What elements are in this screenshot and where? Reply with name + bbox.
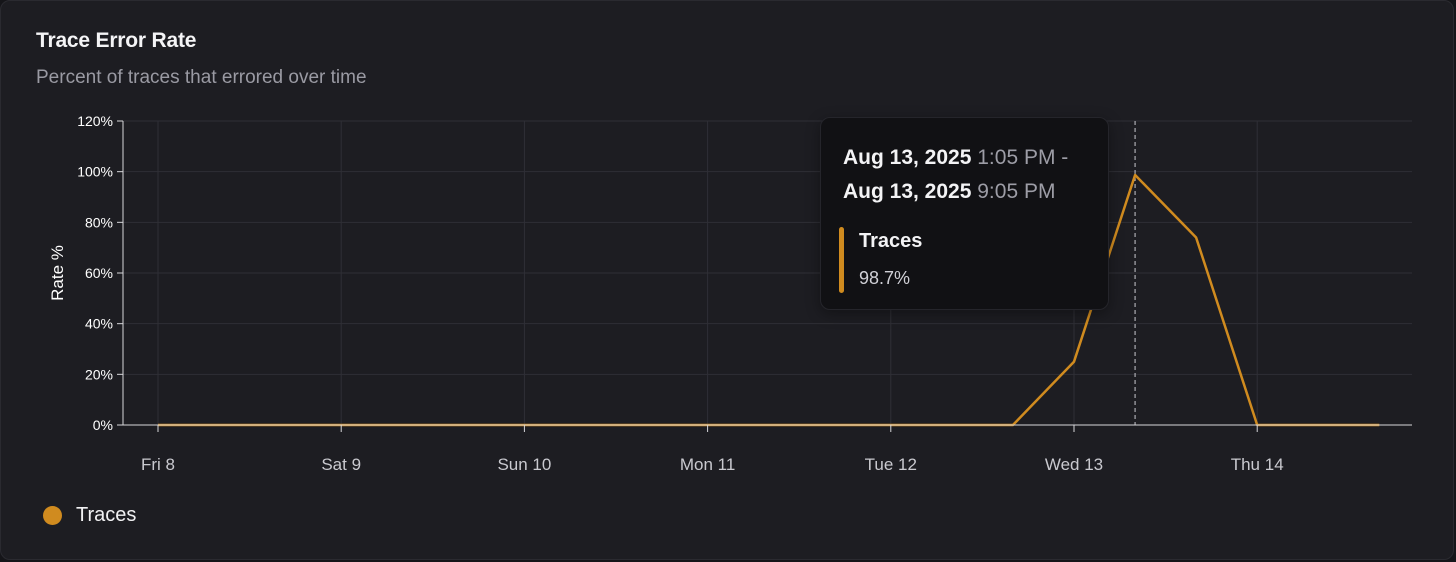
x-tick-label: Sat 9 (321, 455, 361, 474)
tooltip-start: Aug 13, 2025 1:05 PM - (843, 146, 1068, 170)
tooltip-end: Aug 13, 2025 9:05 PM (843, 180, 1055, 204)
y-tick-label: 20% (85, 366, 113, 382)
x-tick-label: Tue 12 (865, 455, 917, 474)
tooltip-series-value: 98.7% (859, 268, 911, 288)
tooltip-series-color-bar (839, 227, 844, 293)
y-tick-label: 120% (77, 113, 113, 129)
tooltip-end-date: Aug 13, 2025 (843, 180, 972, 203)
y-tick-label: 60% (85, 265, 113, 281)
tooltip-start-date: Aug 13, 2025 (843, 146, 972, 169)
tooltip-start-time: 1:05 PM - (977, 146, 1069, 169)
axes (117, 120, 1412, 432)
chart-tooltip: Aug 13, 2025 1:05 PM - Aug 13, 2025 9:05… (820, 117, 1109, 310)
chart-subtitle: Percent of traces that errored over time (36, 67, 367, 88)
y-tick-label: 40% (85, 316, 113, 332)
legend-swatch-traces (43, 506, 62, 525)
chart-legend[interactable]: Traces (43, 504, 136, 527)
x-tick-label: Mon 11 (680, 455, 735, 474)
x-tick-label: Wed 13 (1045, 455, 1103, 474)
tooltip-end-time: 9:05 PM (977, 180, 1056, 203)
x-tick-label: Thu 14 (1231, 455, 1284, 474)
x-tick-label: Fri 8 (141, 455, 175, 474)
grid-lines (123, 120, 1412, 425)
y-axis-title: Rate % (48, 245, 67, 301)
legend-label-traces: Traces (76, 504, 137, 526)
tick-labels: 0% 20% 40% 60% 80% 100% 120% Fri 8 Sat 9 Sun 10 Mo… (77, 113, 1283, 474)
chart-title: Trace Error Rate (36, 29, 197, 52)
y-tick-label: 80% (85, 214, 113, 230)
y-tick-label: 100% (77, 164, 113, 180)
x-tick-label: Sun 10 (497, 455, 551, 474)
y-tick-label: 0% (93, 417, 113, 433)
tooltip-series-name: Traces (859, 230, 923, 252)
